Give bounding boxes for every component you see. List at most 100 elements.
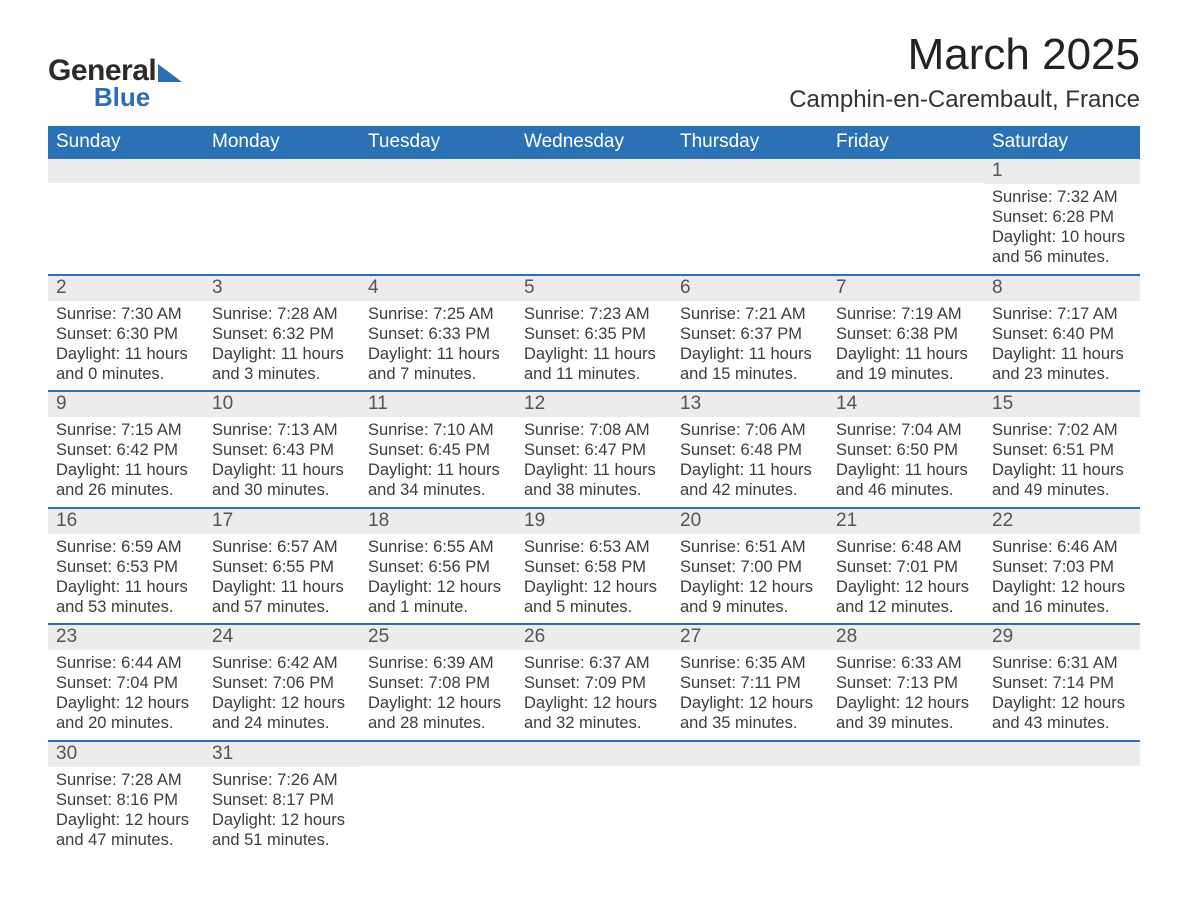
day-details: Sunrise: 7:06 AMSunset: 6:48 PMDaylight:… — [672, 417, 828, 507]
day-number — [516, 742, 672, 766]
day-number: 18 — [360, 509, 516, 534]
daylight-text: Daylight: 11 hours and 46 minutes. — [836, 460, 976, 500]
day-number: 14 — [828, 392, 984, 417]
day-details: Sunrise: 6:31 AMSunset: 7:14 PMDaylight:… — [984, 650, 1140, 740]
sunset-text: Sunset: 6:43 PM — [212, 440, 352, 460]
sunset-text: Sunset: 8:17 PM — [212, 790, 352, 810]
day-number: 3 — [204, 276, 360, 301]
header: General Blue March 2025 Camphin-en-Carem… — [48, 30, 1140, 114]
day-details: Sunrise: 7:08 AMSunset: 6:47 PMDaylight:… — [516, 417, 672, 507]
daylight-text: Daylight: 12 hours and 51 minutes. — [212, 810, 352, 850]
day-header: Monday — [204, 126, 360, 159]
sunrise-text: Sunrise: 6:39 AM — [368, 653, 508, 673]
calendar-cell — [204, 159, 360, 274]
day-number: 24 — [204, 625, 360, 650]
sunrise-text: Sunrise: 6:57 AM — [212, 537, 352, 557]
day-details — [828, 766, 984, 775]
day-number: 28 — [828, 625, 984, 650]
day-number — [360, 159, 516, 183]
sunset-text: Sunset: 6:33 PM — [368, 324, 508, 344]
day-number: 30 — [48, 742, 204, 767]
calendar-cell: 30Sunrise: 7:28 AMSunset: 8:16 PMDayligh… — [48, 742, 204, 857]
day-header: Sunday — [48, 126, 204, 159]
daylight-text: Daylight: 11 hours and 3 minutes. — [212, 344, 352, 384]
day-details: Sunrise: 7:10 AMSunset: 6:45 PMDaylight:… — [360, 417, 516, 507]
logo: General Blue — [48, 30, 182, 110]
sunset-text: Sunset: 6:53 PM — [56, 557, 196, 577]
day-number: 1 — [984, 159, 1140, 184]
sunset-text: Sunset: 6:45 PM — [368, 440, 508, 460]
day-details — [516, 183, 672, 192]
day-details: Sunrise: 6:53 AMSunset: 6:58 PMDaylight:… — [516, 534, 672, 624]
sunrise-text: Sunrise: 7:13 AM — [212, 420, 352, 440]
daylight-text: Daylight: 12 hours and 47 minutes. — [56, 810, 196, 850]
daylight-text: Daylight: 12 hours and 5 minutes. — [524, 577, 664, 617]
calendar-cell — [984, 742, 1140, 857]
daylight-text: Daylight: 11 hours and 42 minutes. — [680, 460, 820, 500]
sunrise-text: Sunrise: 7:25 AM — [368, 304, 508, 324]
sunset-text: Sunset: 7:06 PM — [212, 673, 352, 693]
calendar-cell: 28Sunrise: 6:33 AMSunset: 7:13 PMDayligh… — [828, 625, 984, 740]
calendar-cell: 8Sunrise: 7:17 AMSunset: 6:40 PMDaylight… — [984, 276, 1140, 391]
day-details: Sunrise: 7:23 AMSunset: 6:35 PMDaylight:… — [516, 301, 672, 391]
sunset-text: Sunset: 6:40 PM — [992, 324, 1132, 344]
day-number: 22 — [984, 509, 1140, 534]
sunset-text: Sunset: 7:00 PM — [680, 557, 820, 577]
daylight-text: Daylight: 12 hours and 12 minutes. — [836, 577, 976, 617]
day-details — [204, 183, 360, 192]
sunrise-text: Sunrise: 6:35 AM — [680, 653, 820, 673]
sunset-text: Sunset: 6:28 PM — [992, 207, 1132, 227]
day-number: 9 — [48, 392, 204, 417]
day-number: 12 — [516, 392, 672, 417]
day-number: 11 — [360, 392, 516, 417]
daylight-text: Daylight: 11 hours and 30 minutes. — [212, 460, 352, 500]
daylight-text: Daylight: 11 hours and 34 minutes. — [368, 460, 508, 500]
daylight-text: Daylight: 12 hours and 9 minutes. — [680, 577, 820, 617]
sunset-text: Sunset: 6:38 PM — [836, 324, 976, 344]
day-header-row: SundayMondayTuesdayWednesdayThursdayFrid… — [48, 126, 1140, 159]
calendar: SundayMondayTuesdayWednesdayThursdayFrid… — [48, 126, 1140, 856]
daylight-text: Daylight: 11 hours and 23 minutes. — [992, 344, 1132, 384]
calendar-cell — [360, 159, 516, 274]
calendar-cell: 20Sunrise: 6:51 AMSunset: 7:00 PMDayligh… — [672, 509, 828, 624]
day-number: 23 — [48, 625, 204, 650]
day-number: 8 — [984, 276, 1140, 301]
calendar-cell: 7Sunrise: 7:19 AMSunset: 6:38 PMDaylight… — [828, 276, 984, 391]
sunrise-text: Sunrise: 6:59 AM — [56, 537, 196, 557]
sunset-text: Sunset: 7:01 PM — [836, 557, 976, 577]
sunrise-text: Sunrise: 7:15 AM — [56, 420, 196, 440]
day-header: Thursday — [672, 126, 828, 159]
sunrise-text: Sunrise: 7:02 AM — [992, 420, 1132, 440]
day-number — [360, 742, 516, 766]
day-number: 21 — [828, 509, 984, 534]
sunset-text: Sunset: 7:13 PM — [836, 673, 976, 693]
sunset-text: Sunset: 6:58 PM — [524, 557, 664, 577]
day-details: Sunrise: 6:55 AMSunset: 6:56 PMDaylight:… — [360, 534, 516, 624]
calendar-cell: 18Sunrise: 6:55 AMSunset: 6:56 PMDayligh… — [360, 509, 516, 624]
sunrise-text: Sunrise: 6:55 AM — [368, 537, 508, 557]
daylight-text: Daylight: 10 hours and 56 minutes. — [992, 227, 1132, 267]
day-details: Sunrise: 6:57 AMSunset: 6:55 PMDaylight:… — [204, 534, 360, 624]
day-details — [672, 766, 828, 775]
sunrise-text: Sunrise: 7:10 AM — [368, 420, 508, 440]
day-number: 13 — [672, 392, 828, 417]
day-number — [828, 159, 984, 183]
day-number: 17 — [204, 509, 360, 534]
day-details: Sunrise: 6:37 AMSunset: 7:09 PMDaylight:… — [516, 650, 672, 740]
calendar-cell — [828, 742, 984, 857]
day-details — [360, 766, 516, 775]
day-details: Sunrise: 7:13 AMSunset: 6:43 PMDaylight:… — [204, 417, 360, 507]
daylight-text: Daylight: 11 hours and 26 minutes. — [56, 460, 196, 500]
sunrise-text: Sunrise: 6:53 AM — [524, 537, 664, 557]
day-number: 10 — [204, 392, 360, 417]
day-number: 2 — [48, 276, 204, 301]
daylight-text: Daylight: 11 hours and 15 minutes. — [680, 344, 820, 384]
sunset-text: Sunset: 7:09 PM — [524, 673, 664, 693]
sunrise-text: Sunrise: 6:37 AM — [524, 653, 664, 673]
sunrise-text: Sunrise: 7:23 AM — [524, 304, 664, 324]
day-number: 16 — [48, 509, 204, 534]
page-title: March 2025 — [789, 30, 1140, 80]
day-details: Sunrise: 6:39 AMSunset: 7:08 PMDaylight:… — [360, 650, 516, 740]
calendar-week: 23Sunrise: 6:44 AMSunset: 7:04 PMDayligh… — [48, 623, 1140, 740]
calendar-cell: 29Sunrise: 6:31 AMSunset: 7:14 PMDayligh… — [984, 625, 1140, 740]
